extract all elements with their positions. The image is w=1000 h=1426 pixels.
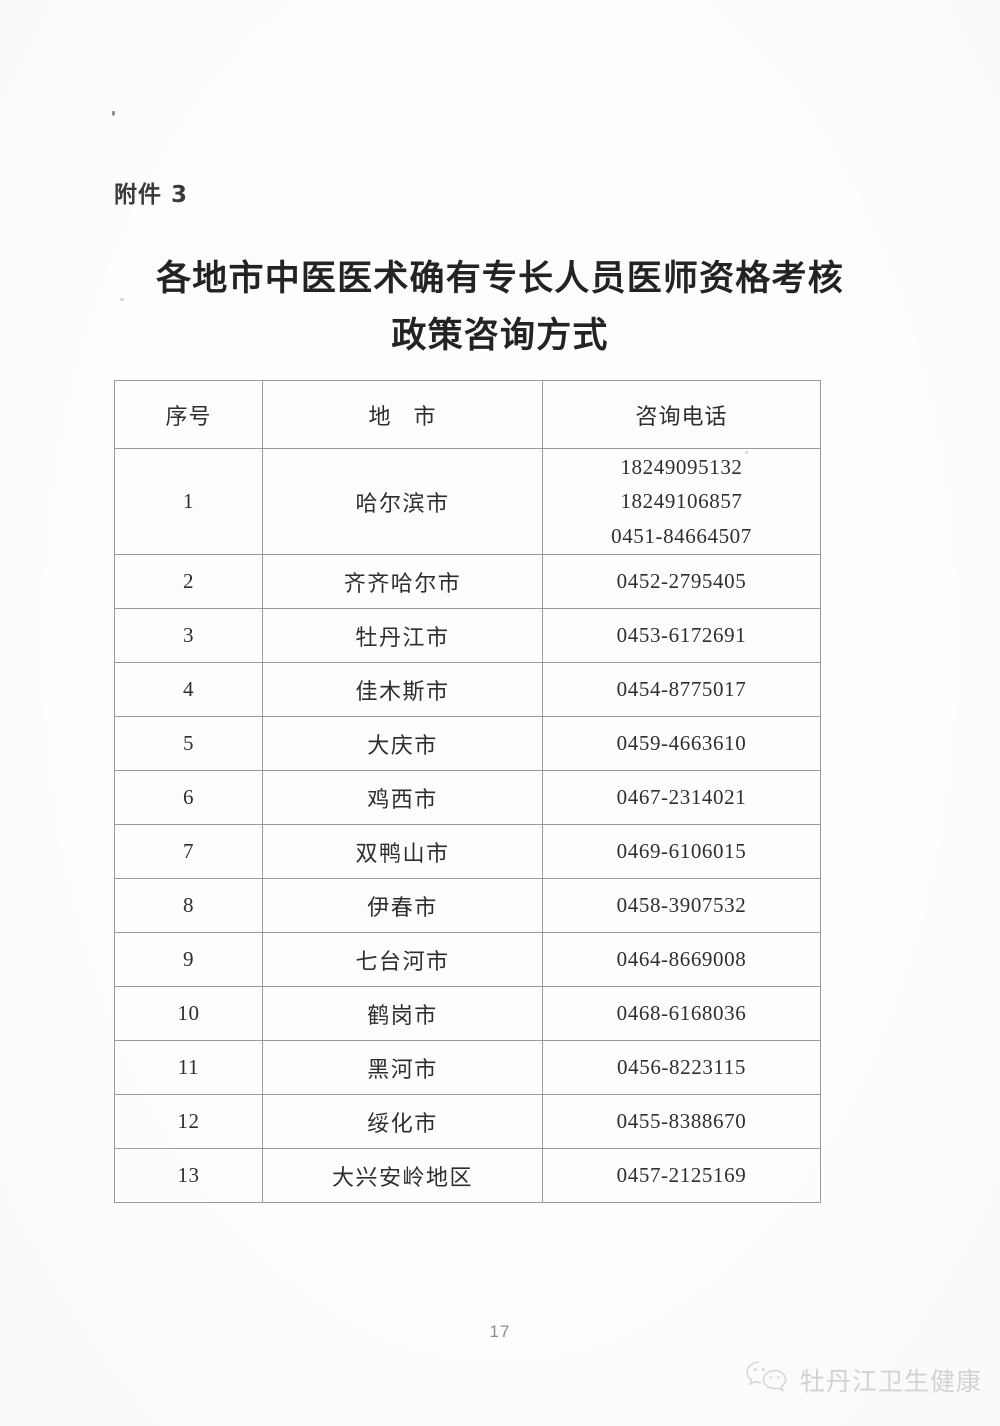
cell-city: 伊春市	[262, 878, 543, 933]
cell-index: 9	[114, 932, 263, 987]
cell-phone: 0468-6168036	[542, 986, 821, 1041]
cell-index: 13	[114, 1148, 263, 1203]
cell-phone: 0453-6172691	[542, 608, 821, 663]
cell-index: 12	[114, 1094, 263, 1149]
phone-number: 0468-6168036	[616, 1001, 747, 1026]
cell-city: 齐齐哈尔市	[262, 554, 543, 609]
phone-number: 18249106857	[620, 489, 743, 514]
phone-number: 0458-3907532	[616, 893, 747, 918]
cell-city: 佳木斯市	[262, 662, 543, 717]
phone-number: 0469-6106015	[616, 839, 747, 864]
cell-index: 10	[114, 986, 263, 1041]
table-row: 9 七台河市 0464-8669008	[114, 932, 821, 987]
cell-index: 3	[114, 608, 263, 663]
page-title: 各地市中医医术确有专长人员医师资格考核 政策咨询方式	[114, 251, 886, 364]
table-row: 7 双鸭山市 0469-6106015	[114, 824, 821, 879]
phone-number: 0457-2125169	[616, 1163, 747, 1188]
column-header-index: 序号	[114, 380, 263, 449]
table-row: 5 大庆市 0459-4663610	[114, 716, 821, 771]
table-header-row: 序号 地市 咨询电话	[114, 380, 821, 449]
cell-phone: 0457-2125169	[542, 1148, 821, 1203]
cell-city: 大兴安岭地区	[262, 1148, 543, 1203]
scan-speck	[112, 111, 115, 116]
phone-number: 0459-4663610	[616, 731, 747, 756]
cell-index: 11	[114, 1040, 263, 1095]
wechat-icon	[745, 1360, 791, 1399]
table-row: 1 哈尔滨市 18249095132 18249106857 0451-84664507	[114, 448, 821, 555]
cell-phone: 0456-8223115	[542, 1040, 821, 1095]
column-header-phone: 咨询电话	[542, 380, 821, 449]
cell-phone: 0469-6106015	[542, 824, 821, 879]
phone-number: 0455-8388670	[616, 1109, 747, 1134]
cell-city: 大庆市	[262, 716, 543, 771]
column-header-city-char-1: 地	[368, 404, 392, 430]
table-row: 2 齐齐哈尔市 0452-2795405	[114, 554, 821, 609]
watermark-label: 牡丹江卫生健康	[799, 1366, 982, 1396]
phone-number: 0451-84664507	[611, 523, 752, 548]
phone-number: 0453-6172691	[616, 623, 747, 648]
page-number: 17	[489, 1322, 511, 1341]
phone-number: 0467-2314021	[616, 785, 747, 810]
cell-phone: 0459-4663610	[542, 716, 821, 771]
cell-phone: 0455-8388670	[542, 1094, 821, 1149]
scan-speck	[120, 298, 124, 301]
cell-index: 6	[114, 770, 263, 825]
cell-index: 8	[114, 878, 263, 933]
table-row: 3 牡丹江市 0453-6172691	[114, 608, 821, 663]
cell-phone: 0452-2795405	[542, 554, 821, 609]
cell-index: 5	[114, 716, 263, 771]
table-row: 4 佳木斯市 0454-8775017	[114, 662, 821, 717]
policy-consultation-table: 序号 地市 咨询电话 1 哈尔滨市 18249095132 18249106857 04…	[114, 380, 821, 1203]
cell-phone: 0458-3907532	[542, 878, 821, 933]
table-row: 8 伊春市 0458-3907532	[114, 878, 821, 933]
table-row: 12 绥化市 0455-8388670	[114, 1094, 821, 1149]
cell-phone: 0467-2314021	[542, 770, 821, 825]
cell-city: 绥化市	[262, 1094, 543, 1149]
table-row: 6 鸡西市 0467-2314021	[114, 770, 821, 825]
table-body: 1 哈尔滨市 18249095132 18249106857 0451-84664507…	[114, 448, 821, 1203]
watermark: 牡丹江卫生健康	[745, 1360, 982, 1399]
column-header-city: 地市	[262, 380, 543, 449]
cell-index: 7	[114, 824, 263, 879]
cell-city: 牡丹江市	[262, 608, 543, 663]
cell-city: 七台河市	[262, 932, 543, 987]
cell-index: 1	[114, 448, 263, 555]
cell-city: 哈尔滨市	[262, 448, 543, 555]
column-header-city-char-2: 市	[413, 404, 437, 430]
table-row: 11 黑河市 0456-8223115	[114, 1040, 821, 1095]
phone-number: 18249095132	[620, 455, 743, 480]
phone-number: 0456-8223115	[617, 1055, 746, 1080]
cell-city: 鸡西市	[262, 770, 543, 825]
page-title-line-1: 各地市中医医术确有专长人员医师资格考核	[156, 258, 844, 300]
cell-index: 4	[114, 662, 263, 717]
cell-city: 黑河市	[262, 1040, 543, 1095]
page-title-line-2: 政策咨询方式	[391, 315, 609, 357]
table-header: 序号 地市 咨询电话	[114, 380, 821, 449]
phone-number: 0454-8775017	[616, 677, 747, 702]
cell-phone: 0464-8669008	[542, 932, 821, 987]
cell-phone: 0454-8775017	[542, 662, 821, 717]
attachment-label: 附件 3	[114, 182, 189, 208]
table-row: 10 鹤岗市 0468-6168036	[114, 986, 821, 1041]
phone-number: 0464-8669008	[616, 947, 747, 972]
cell-city: 鹤岗市	[262, 986, 543, 1041]
cell-index: 2	[114, 554, 263, 609]
cell-city: 双鸭山市	[262, 824, 543, 879]
cell-phone: 18249095132 18249106857 0451-84664507	[542, 448, 821, 555]
phone-number: 0452-2795405	[616, 569, 747, 594]
table-row: 13 大兴安岭地区 0457-2125169	[114, 1148, 821, 1203]
